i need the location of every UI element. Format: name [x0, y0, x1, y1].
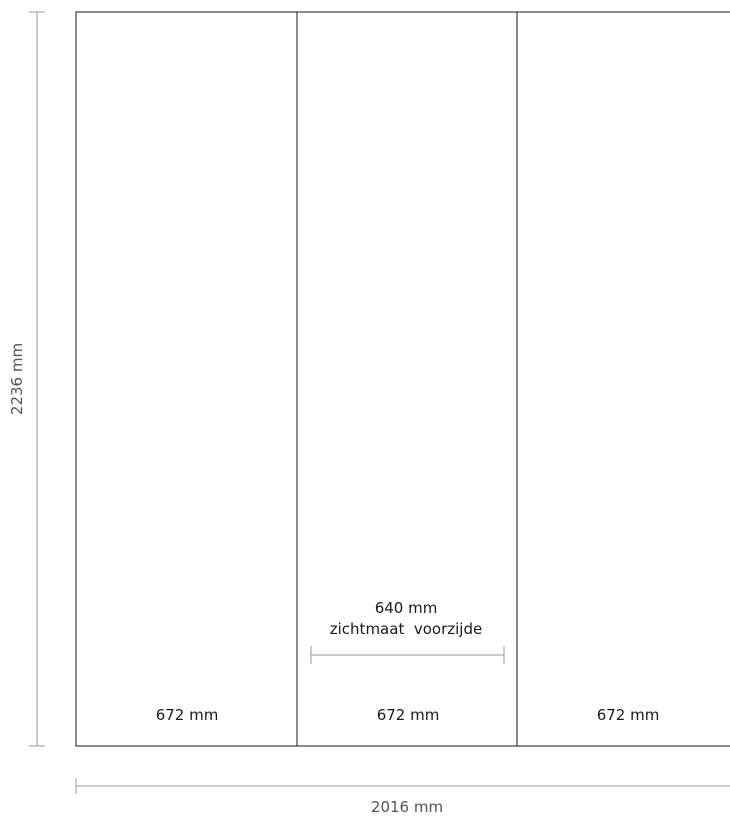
height-dimension-label: 2236 mm: [8, 343, 26, 415]
visible-width-annotation: 640 mm zichtmaat voorzijde: [310, 599, 505, 664]
panel-1-width-label: 672 mm: [156, 706, 219, 724]
width-dimension: 2016 mm: [75, 778, 730, 816]
outer-frame: [75, 11, 730, 747]
panel-frame: [75, 11, 730, 747]
panel-3-width-label: 672 mm: [597, 706, 660, 724]
panel-2-width-label: 672 mm: [377, 706, 440, 724]
height-dimension: 2236 mm: [8, 11, 45, 747]
visible-width-value: 640 mm: [375, 599, 438, 617]
visible-width-caption: zichtmaat voorzijde: [330, 620, 482, 638]
width-dimension-label: 2016 mm: [371, 798, 443, 816]
